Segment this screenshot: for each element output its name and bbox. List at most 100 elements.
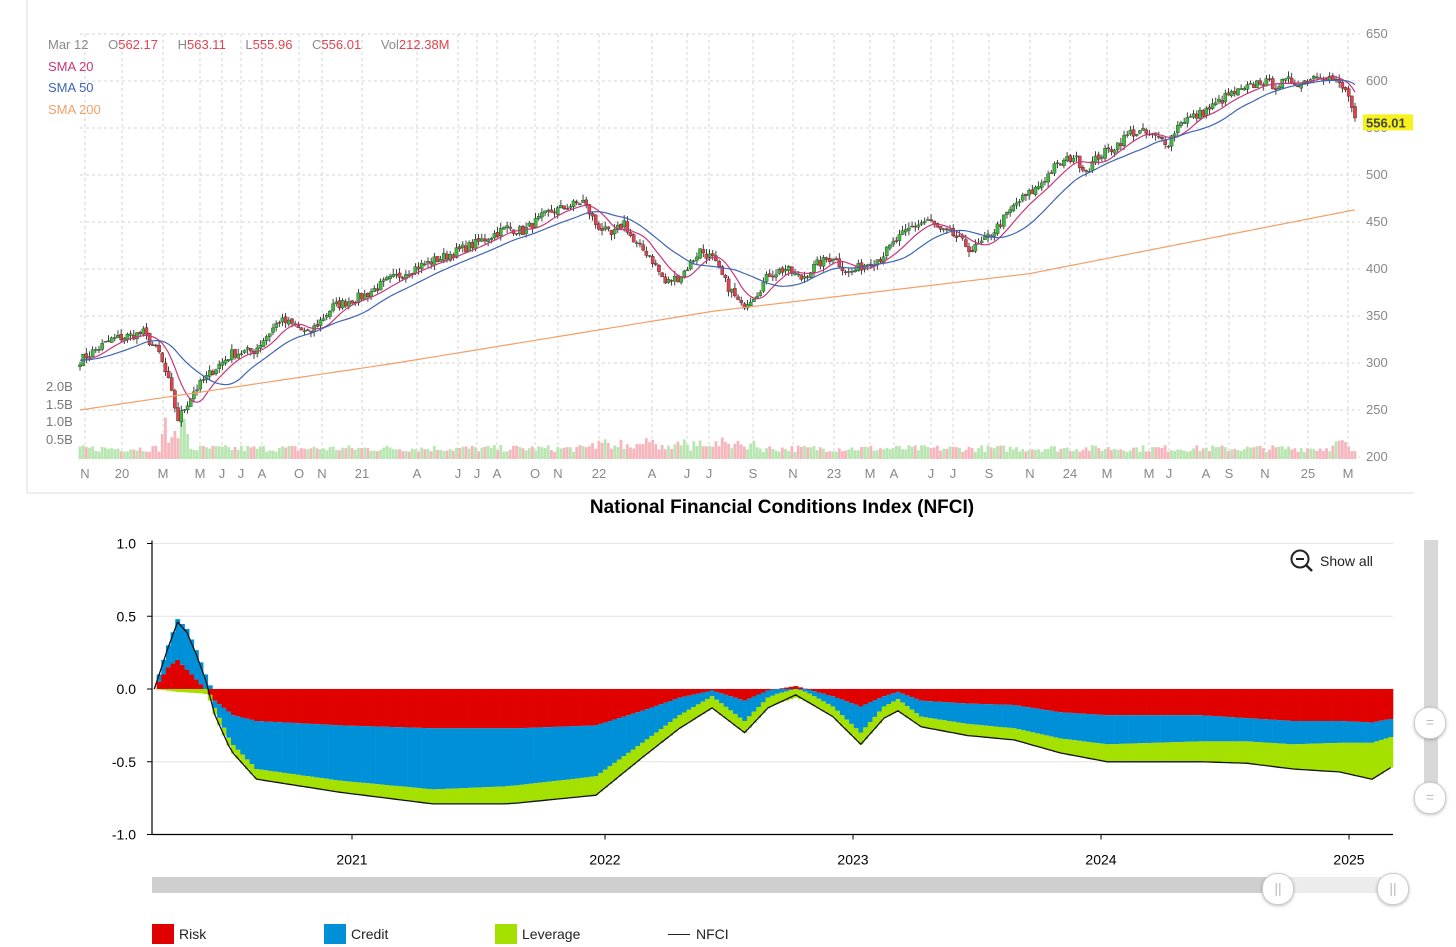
candle-body	[1024, 194, 1028, 196]
nfci-bar-risk	[723, 689, 729, 695]
legend-risk[interactable]: Risk	[152, 924, 206, 944]
nfci-bar-risk	[746, 689, 752, 699]
volume-bar	[780, 447, 784, 459]
candle-body	[1182, 121, 1186, 124]
candle-body	[619, 224, 623, 229]
candle-body	[144, 327, 149, 335]
show-all-button[interactable]: Show all	[1290, 549, 1373, 573]
nfci-bar-leverage	[770, 695, 776, 706]
nfci-bar-leverage	[1067, 739, 1073, 755]
volume-bar	[1053, 446, 1056, 459]
nfci-bar-leverage	[612, 762, 618, 781]
nfci-bar-risk	[1313, 689, 1319, 722]
nfci-bar-credit	[942, 702, 948, 721]
nfci-bar-leverage	[1351, 742, 1357, 776]
range-handle-left[interactable]: ||	[1262, 873, 1294, 905]
nfci-bar-credit	[807, 689, 813, 694]
nfci-bar-credit	[993, 704, 999, 727]
volume-bar	[550, 449, 553, 459]
nfci-bar-credit	[965, 703, 971, 724]
volume-bar	[565, 447, 569, 459]
nfci-bar-leverage	[798, 690, 804, 700]
candle-body	[426, 260, 430, 264]
volume-bar	[179, 421, 183, 459]
nfci-bar-credit	[839, 699, 845, 716]
candle-body	[328, 310, 332, 317]
nfci-bar-risk	[937, 689, 943, 702]
nfci-bar-credit	[635, 712, 641, 747]
volume-bar	[701, 446, 705, 459]
volume-bar	[1353, 451, 1357, 459]
volume-bar	[436, 450, 439, 459]
nfci-bar-credit	[872, 700, 878, 717]
nfci-bar-risk	[1035, 689, 1041, 709]
volume-bar	[967, 446, 971, 459]
range-slider-track	[152, 877, 1392, 893]
volume-bar	[170, 437, 174, 459]
candle-body	[790, 266, 794, 274]
legend-leverage[interactable]: Leverage	[495, 924, 580, 944]
nfci-bar-credit	[895, 691, 901, 700]
nfci-bar-leverage	[574, 778, 580, 798]
nfci-bar-credit	[1360, 722, 1366, 743]
volume-bar	[613, 445, 617, 459]
nfci-bar-credit	[514, 728, 520, 786]
volume-bar	[1008, 446, 1012, 459]
candle-body	[413, 266, 418, 274]
nfci-bar-leverage	[667, 722, 673, 736]
nfci-bar-credit	[421, 727, 427, 789]
vertical-handle-top[interactable]: =	[1414, 707, 1446, 739]
volume-bar	[1290, 449, 1294, 459]
nfci-bar-leverage	[891, 701, 896, 714]
nfci-bar-leverage	[384, 785, 390, 799]
nfci-bar-credit	[1053, 711, 1059, 738]
nfci-bar-leverage	[839, 715, 845, 726]
candle-body	[201, 379, 206, 381]
nfci-bar-risk	[519, 689, 525, 729]
nfci-bar-risk	[523, 689, 529, 728]
volume-bar	[97, 451, 101, 459]
legend-nfci[interactable]: NFCI	[668, 924, 729, 944]
candle-body	[824, 257, 829, 260]
vertical-handle-bottom[interactable]: =	[1414, 782, 1446, 814]
candle-body	[169, 377, 174, 391]
legend-credit[interactable]: Credit	[324, 924, 388, 944]
nfci-bar-leverage	[737, 717, 743, 730]
price-tick-label: 500	[1366, 167, 1388, 182]
nfci-bar-risk	[621, 689, 627, 717]
nfci-bar-risk	[175, 659, 181, 689]
candle-body	[748, 301, 753, 306]
volume-bar	[733, 443, 737, 459]
nfci-bar-credit	[1197, 715, 1203, 742]
nfci-bar-leverage	[904, 706, 910, 718]
candle-body	[597, 223, 601, 230]
nfci-bar-credit	[946, 702, 952, 722]
nfci-x-label: 2025	[1333, 852, 1364, 868]
nfci-bar-credit	[1035, 708, 1041, 734]
nfci-bar-risk	[263, 689, 269, 722]
nfci-bar-risk	[825, 689, 831, 696]
nfci-bar-credit	[1304, 721, 1310, 744]
candle-body	[717, 261, 721, 267]
volume-bar	[1277, 446, 1281, 459]
candle-body	[457, 246, 462, 250]
nfci-bar-risk	[914, 689, 920, 699]
nfci-bar-credit	[337, 725, 343, 781]
volume-bar	[423, 449, 427, 459]
nfci-bar-credit	[537, 727, 543, 783]
volume-bar	[916, 450, 920, 459]
volume-bar	[1128, 450, 1132, 459]
candle-body	[1264, 78, 1269, 86]
nfci-bar-leverage	[491, 786, 497, 804]
volume-bar	[872, 450, 876, 459]
candle-body	[812, 264, 816, 273]
nfci-bar-leverage	[379, 784, 385, 798]
nfci-bar-leverage	[1118, 743, 1124, 762]
range-handle-right[interactable]: ||	[1377, 873, 1409, 905]
nfci-bar-credit	[342, 725, 348, 782]
nfci-bar-risk	[1146, 689, 1152, 716]
nfci-bar-credit	[751, 696, 757, 712]
zoom-out-icon	[1290, 549, 1313, 572]
nfci-bar-credit	[714, 691, 720, 700]
nfci-bar-credit	[760, 692, 766, 703]
